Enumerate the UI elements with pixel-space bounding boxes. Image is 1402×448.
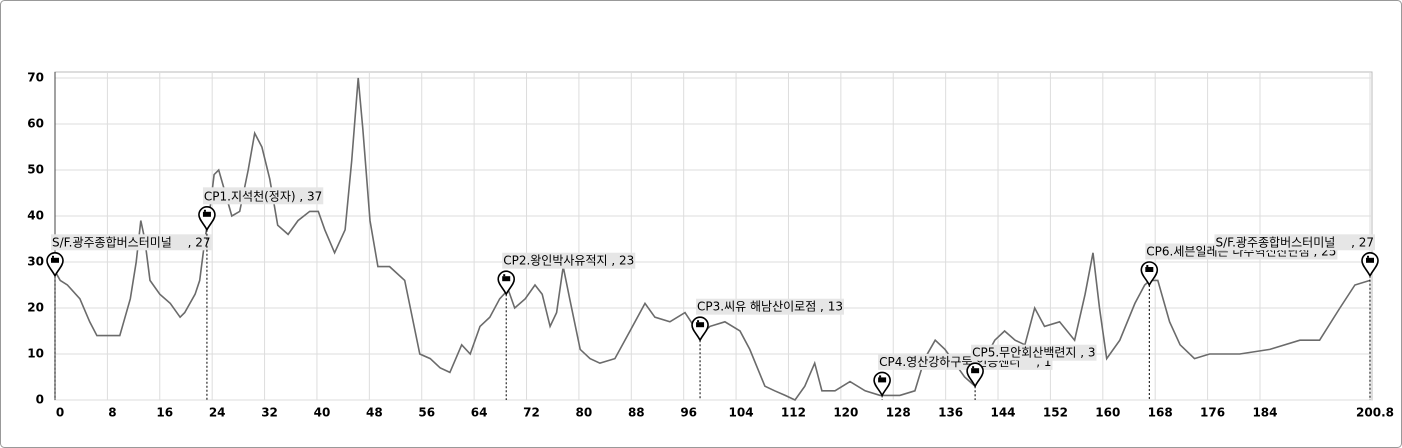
x-tick-label: 96 xyxy=(680,406,697,420)
pin-icon xyxy=(1145,267,1154,272)
y-tick-label: 10 xyxy=(27,347,44,361)
label-bg xyxy=(51,234,212,251)
x-tick-label: 56 xyxy=(418,406,435,420)
x-tick-label: 160 xyxy=(1095,406,1120,420)
x-tick-label: 0 xyxy=(56,406,64,420)
y-tick-label: 70 xyxy=(27,71,44,85)
y-tick-label: 40 xyxy=(27,209,44,223)
pin-icon xyxy=(1366,257,1374,263)
x-tick-label: 136 xyxy=(938,406,963,420)
x-tick-label: 80 xyxy=(576,406,593,420)
x-tick-label: 32 xyxy=(261,406,278,420)
x-tick-label: 200.8 xyxy=(1356,406,1394,420)
pin-icon xyxy=(972,366,975,369)
y-tick-label: 30 xyxy=(27,255,44,269)
x-tick-label: 168 xyxy=(1148,406,1173,420)
pin-icon xyxy=(502,276,511,282)
checkpoint-label: CP1.지석천(정자) , 37 xyxy=(204,188,322,203)
y-tick-label: 0 xyxy=(36,393,44,407)
x-tick-label: 40 xyxy=(314,406,331,420)
checkpoint-label: S/F.광주종합버스터미널 , 27 xyxy=(52,235,211,249)
pin-icon xyxy=(971,368,980,374)
checkpoint-label: S/F.광주종합버스터미널 , 27 xyxy=(1215,235,1374,249)
x-tick-label: 104 xyxy=(729,406,754,420)
x-tick-label: 152 xyxy=(1043,406,1068,420)
x-tick-label: 88 xyxy=(628,406,645,420)
label-bg xyxy=(1214,234,1375,251)
x-tick-label: 112 xyxy=(781,406,806,420)
x-tick-label: 64 xyxy=(471,406,488,420)
checkpoint-label: CP3.씨유 해남산이로점 , 13 xyxy=(697,300,843,314)
pin-icon xyxy=(879,375,882,378)
x-tick-label: 120 xyxy=(833,406,858,420)
pin-icon xyxy=(52,255,54,258)
checkpoint-label: CP2.왕인박사유적지 , 23 xyxy=(503,254,634,268)
x-tick-label: 144 xyxy=(990,406,1015,420)
pin-icon xyxy=(503,274,506,277)
checkpoint-label: CP5.무안회산백련지 , 3 xyxy=(972,346,1095,360)
y-tick-label: 60 xyxy=(27,117,44,131)
x-tick-label: 48 xyxy=(366,406,383,420)
label-bg xyxy=(502,252,636,269)
x-tick-label: 16 xyxy=(156,406,173,420)
pin-icon xyxy=(51,257,59,263)
pin-icon xyxy=(1146,265,1149,267)
pin-icon xyxy=(878,377,887,383)
x-tick-label: 128 xyxy=(886,406,911,420)
label-bg xyxy=(202,187,324,205)
y-tick-label: 20 xyxy=(27,301,44,315)
label-bg xyxy=(971,344,1097,361)
x-tick-label: 184 xyxy=(1252,406,1277,420)
pin-icon xyxy=(1367,255,1369,258)
pin-icon xyxy=(202,211,211,217)
elevation-line xyxy=(54,77,1371,402)
pin-icon xyxy=(696,322,705,328)
x-tick-label: 8 xyxy=(108,406,116,420)
x-tick-label: 72 xyxy=(523,406,540,420)
pin-icon xyxy=(697,320,700,323)
x-tick-label: 24 xyxy=(209,406,226,420)
pin-icon xyxy=(203,209,206,212)
label-bg xyxy=(696,298,844,315)
y-tick-label: 50 xyxy=(27,163,44,177)
x-tick-label: 176 xyxy=(1200,406,1225,420)
